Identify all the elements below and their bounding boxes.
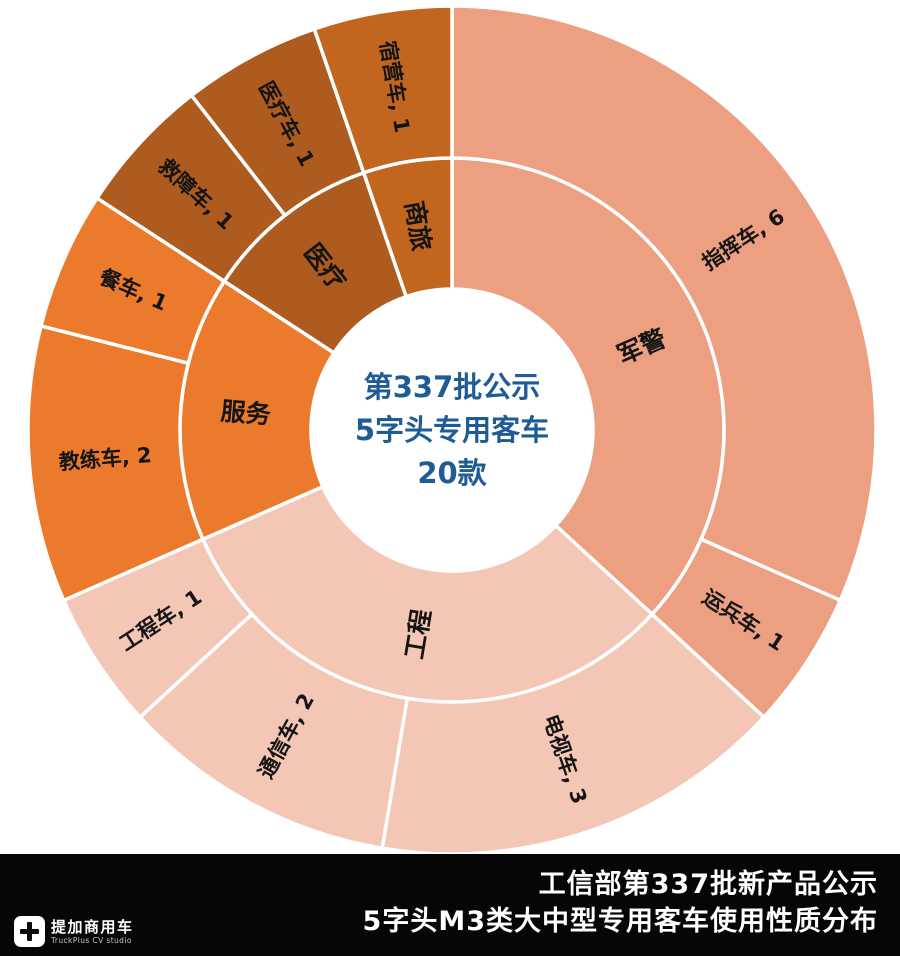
category-label-服务: 服务 <box>220 396 272 429</box>
segment-指挥车 <box>450 4 878 603</box>
segment-宿营车 <box>312 4 454 175</box>
chart-center-title-line2: 5字头专用客车 <box>355 413 549 447</box>
footer-bar: 工信部第337批新产品公示 5字头M3类大中型专用客车使用性质分布 提加商用车 … <box>0 854 900 956</box>
caption-line-1: 工信部第337批新产品公示 <box>538 869 878 900</box>
logo-subtitle: TruckPlus CV studio <box>51 935 132 945</box>
caption-line-2: 5字头M3类大中型专用客车使用性质分布 <box>362 906 878 937</box>
logo-text: 提加商用车 TruckPlus CV studio <box>51 917 134 945</box>
plus-icon <box>14 916 45 947</box>
chart-center-title-line1: 第337批公示 <box>364 370 541 404</box>
footer-caption: 工信部第337批新产品公示 5字头M3类大中型专用客车使用性质分布 <box>363 866 878 940</box>
segment-电视车 <box>380 612 766 856</box>
chart-center-circle <box>311 289 593 571</box>
logo-name: 提加商用车 <box>51 917 134 936</box>
sunburst-chart: 军警 指挥车, 6 运兵车, 1 工程 电视车, 3 通信车, 2 工程车, 1 服务 教练车,… <box>26 4 878 856</box>
chart-center-title-line3: 20款 <box>417 456 487 490</box>
truckplus-logo: 提加商用车 TruckPlus CV studio <box>14 916 134 947</box>
